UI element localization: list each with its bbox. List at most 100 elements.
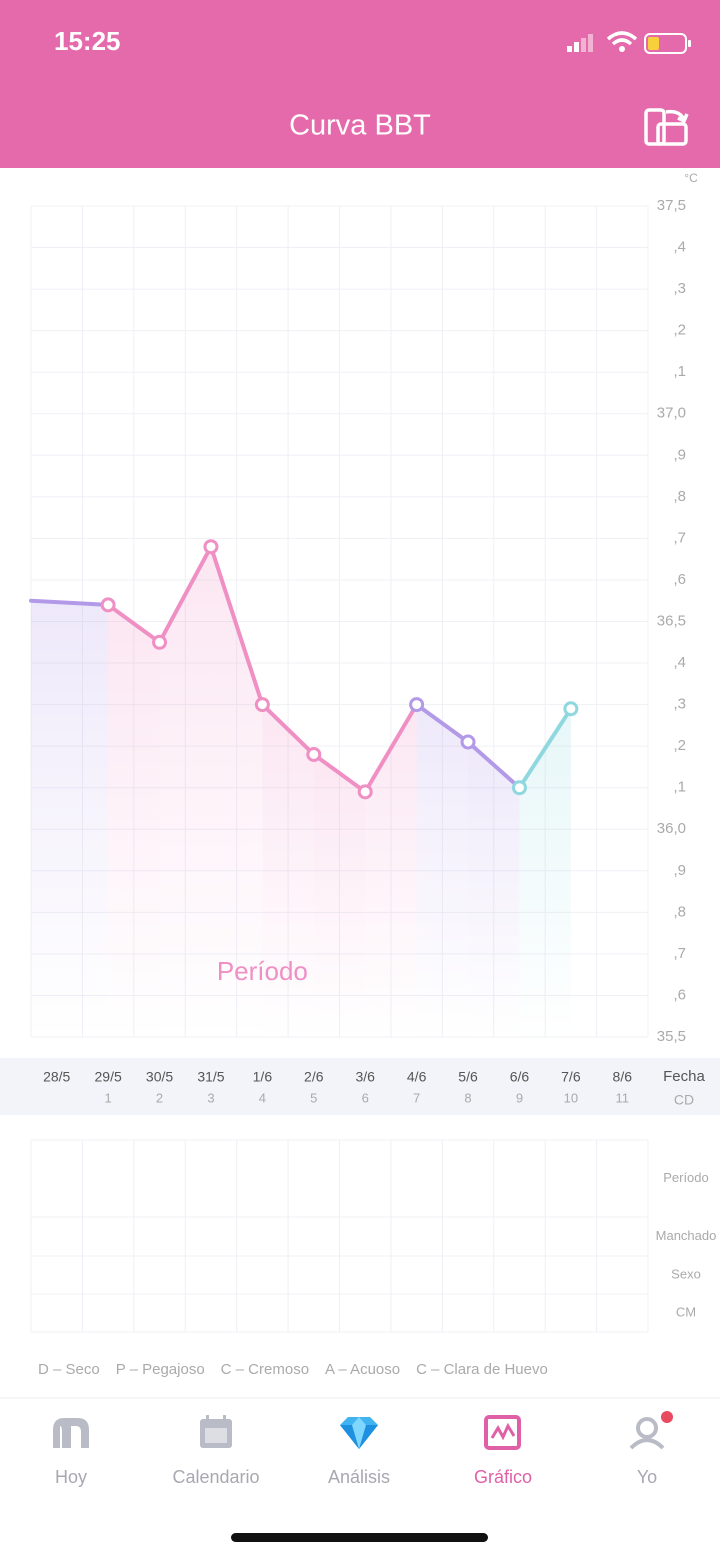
row-label: Período bbox=[663, 1170, 709, 1185]
y-tick-label: ,1 bbox=[673, 363, 686, 380]
x-tick-label: 2/6 bbox=[304, 1069, 324, 1085]
y-tick-label: ,4 bbox=[673, 654, 686, 671]
cycle-day: 3 bbox=[207, 1090, 214, 1105]
notification-dot bbox=[661, 1411, 673, 1423]
y-tick-label: ,3 bbox=[673, 280, 686, 297]
row-label: Sexo bbox=[671, 1266, 701, 1281]
y-tick-label: ,2 bbox=[673, 322, 686, 339]
status-icons bbox=[567, 31, 691, 54]
y-tick-label: 36,5 bbox=[657, 612, 686, 629]
data-point bbox=[152, 634, 168, 650]
line-segment bbox=[157, 544, 213, 645]
tab-label[interactable]: Gráfico bbox=[474, 1467, 532, 1487]
data-point bbox=[460, 734, 476, 750]
cd-label: CD bbox=[674, 1092, 694, 1108]
x-label: Fecha bbox=[663, 1068, 705, 1085]
data-point bbox=[357, 784, 373, 800]
y-tick-label: ,7 bbox=[673, 945, 686, 962]
line-segment bbox=[260, 702, 316, 757]
tab-label[interactable]: Hoy bbox=[55, 1467, 87, 1487]
areas bbox=[31, 546, 571, 1037]
area-segment bbox=[519, 708, 571, 1037]
x-tick-label: 8/6 bbox=[613, 1069, 633, 1085]
x-tick-label: 1/6 bbox=[253, 1069, 273, 1085]
cycle-day: 5 bbox=[310, 1090, 317, 1105]
cycle-day: 2 bbox=[156, 1090, 163, 1105]
y-tick-label: ,9 bbox=[673, 862, 686, 879]
x-tick-label: 31/5 bbox=[197, 1069, 224, 1085]
y-tick-label: ,6 bbox=[673, 986, 686, 1003]
y-tick-label: ,8 bbox=[673, 488, 686, 505]
icon-analisis bbox=[340, 1417, 378, 1449]
data-point bbox=[203, 539, 219, 555]
home-indicator bbox=[231, 1533, 488, 1542]
tab-label[interactable]: Yo bbox=[637, 1467, 657, 1487]
date-strip bbox=[0, 1058, 720, 1115]
data-point bbox=[100, 597, 116, 613]
tab-label[interactable]: Calendario bbox=[172, 1467, 259, 1487]
cycle-day: 9 bbox=[516, 1090, 523, 1105]
icon-yo bbox=[629, 1417, 665, 1450]
x-tick-label: 7/6 bbox=[561, 1069, 581, 1085]
line-segment bbox=[517, 706, 573, 790]
cycle-day: 11 bbox=[616, 1090, 630, 1105]
data-point bbox=[306, 746, 322, 762]
area-segment bbox=[262, 704, 314, 1037]
y-tick-label: ,2 bbox=[673, 737, 686, 754]
cycle-day: 4 bbox=[259, 1090, 266, 1105]
line-segment bbox=[311, 752, 368, 794]
area-segment bbox=[159, 546, 211, 1037]
y-tick-label: ,9 bbox=[673, 446, 686, 463]
icon-calendario bbox=[200, 1415, 232, 1448]
icon-hoy bbox=[53, 1418, 89, 1448]
area-segment bbox=[468, 741, 520, 1037]
cycle-day: 1 bbox=[105, 1090, 112, 1105]
cycle-day: 6 bbox=[362, 1090, 369, 1105]
status-time: 15:25 bbox=[54, 26, 121, 56]
area-segment bbox=[365, 704, 417, 1037]
header-bar bbox=[0, 0, 720, 168]
y-tick-label: ,4 bbox=[673, 239, 686, 256]
legend-item: A – Acuoso bbox=[325, 1361, 400, 1378]
data-point bbox=[254, 697, 270, 713]
area-segment bbox=[313, 754, 366, 1037]
legend-item: C – Clara de Huevo bbox=[416, 1361, 548, 1378]
y-tick-label: ,3 bbox=[673, 696, 686, 713]
x-tick-label: 6/6 bbox=[510, 1069, 530, 1085]
lines bbox=[29, 544, 573, 794]
area-segment bbox=[108, 604, 160, 1037]
cycle-day: 8 bbox=[464, 1090, 471, 1105]
cycle-day: 7 bbox=[413, 1090, 420, 1105]
area-segment bbox=[416, 704, 469, 1037]
legend-item: C – Cremoso bbox=[221, 1361, 309, 1378]
x-tick-label: 4/6 bbox=[407, 1069, 427, 1085]
line-segment bbox=[414, 702, 471, 744]
x-tick-label: 28/5 bbox=[43, 1069, 70, 1085]
line-segment bbox=[106, 602, 162, 645]
line-segment bbox=[208, 544, 265, 707]
row-label: Manchado bbox=[656, 1228, 717, 1243]
y-tick-label: ,8 bbox=[673, 903, 686, 920]
area-segment bbox=[31, 600, 109, 1037]
y-tick-label: ,7 bbox=[673, 529, 686, 546]
y-tick-label: ,1 bbox=[673, 779, 686, 796]
line-segment bbox=[363, 702, 419, 794]
data-point bbox=[409, 697, 425, 713]
y-tick-label: 36,0 bbox=[657, 820, 686, 837]
rotate-button[interactable] bbox=[644, 108, 689, 146]
tab-label[interactable]: Análisis bbox=[328, 1467, 390, 1487]
data-point bbox=[563, 701, 579, 717]
header-title: Curva BBT bbox=[289, 110, 431, 142]
legend-item: D – Seco bbox=[38, 1361, 100, 1378]
cycle-day: 10 bbox=[564, 1090, 578, 1105]
legend-item: P – Pegajoso bbox=[116, 1361, 205, 1378]
line-segment bbox=[466, 739, 522, 790]
row-label: CM bbox=[676, 1304, 696, 1319]
x-tick-label: 5/6 bbox=[458, 1069, 478, 1085]
data-point bbox=[511, 780, 527, 796]
y-tick-label: 37,0 bbox=[657, 405, 686, 422]
y-tick-label: 37,5 bbox=[657, 197, 686, 214]
points bbox=[100, 539, 579, 800]
